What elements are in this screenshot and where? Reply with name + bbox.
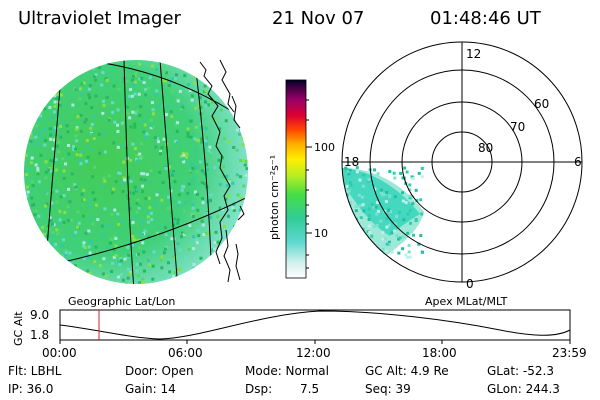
date-label: 21 Nov 07 xyxy=(272,8,365,29)
altitude-frame xyxy=(59,309,571,341)
time-tick-1800: 18:00 xyxy=(422,346,457,360)
time-tick-0000: 00:00 xyxy=(42,346,77,360)
status-glat: GLat: -52.3 xyxy=(487,364,554,378)
status-ip: IP: 36.0 xyxy=(8,382,54,396)
colorbar-ticks xyxy=(306,99,312,269)
time-label: 01:48:46 UT xyxy=(430,8,541,29)
polar-caption: Apex MLat/MLT xyxy=(425,295,508,308)
polar-plot: 12 18 6 0 60 70 80 xyxy=(341,41,583,291)
time-tick-0600: 06:00 xyxy=(168,346,203,360)
geographic-caption: Geographic Lat/Lon xyxy=(68,295,176,308)
coastline xyxy=(199,59,245,283)
colorbar-tick-10: 10 xyxy=(314,227,328,240)
mlt-label-18: 18 xyxy=(344,155,359,169)
status-seq: Seq: 39 xyxy=(365,382,411,396)
status-dsp-value: 7.5 xyxy=(300,382,320,396)
status-door: Door: Open xyxy=(125,364,194,378)
altitude-ylabel: GC Alt xyxy=(12,311,25,346)
colorbar-tick-100: 100 xyxy=(314,141,335,154)
polar-aurora xyxy=(342,166,425,260)
altitude-ymin: 1.8 xyxy=(30,328,49,342)
mlat-label-80: 80 xyxy=(478,141,493,155)
time-tick-2359: 23:59 xyxy=(552,346,587,360)
altitude-ymax: 9.0 xyxy=(30,308,49,322)
mlat-label-60: 60 xyxy=(534,97,549,111)
instrument-title: Ultraviolet Imager xyxy=(18,8,181,29)
status-gc-alt: GC Alt: 4.9 Re xyxy=(365,364,449,378)
status-mode: Mode: Normal xyxy=(245,364,329,378)
mlt-label-6: 6 xyxy=(574,155,582,169)
mlt-label-0: 0 xyxy=(466,277,474,291)
mlt-label-12: 12 xyxy=(466,47,481,61)
status-dsp-label: Dsp: xyxy=(245,382,273,396)
altitude-strip: GC Alt 9.0 1.8 xyxy=(12,308,571,346)
status-gain: Gain: 14 xyxy=(125,382,176,396)
colorbar-unit-label: photon cm⁻²s⁻¹ xyxy=(268,155,281,240)
time-tick-1200: 12:00 xyxy=(296,346,331,360)
altitude-curve xyxy=(59,310,571,340)
status-filter: Flt: LBHL xyxy=(8,364,62,378)
status-glon: GLon: 244.3 xyxy=(487,382,560,396)
geographic-image xyxy=(24,59,248,284)
mlat-label-70: 70 xyxy=(510,120,525,134)
colorbar xyxy=(285,79,307,279)
